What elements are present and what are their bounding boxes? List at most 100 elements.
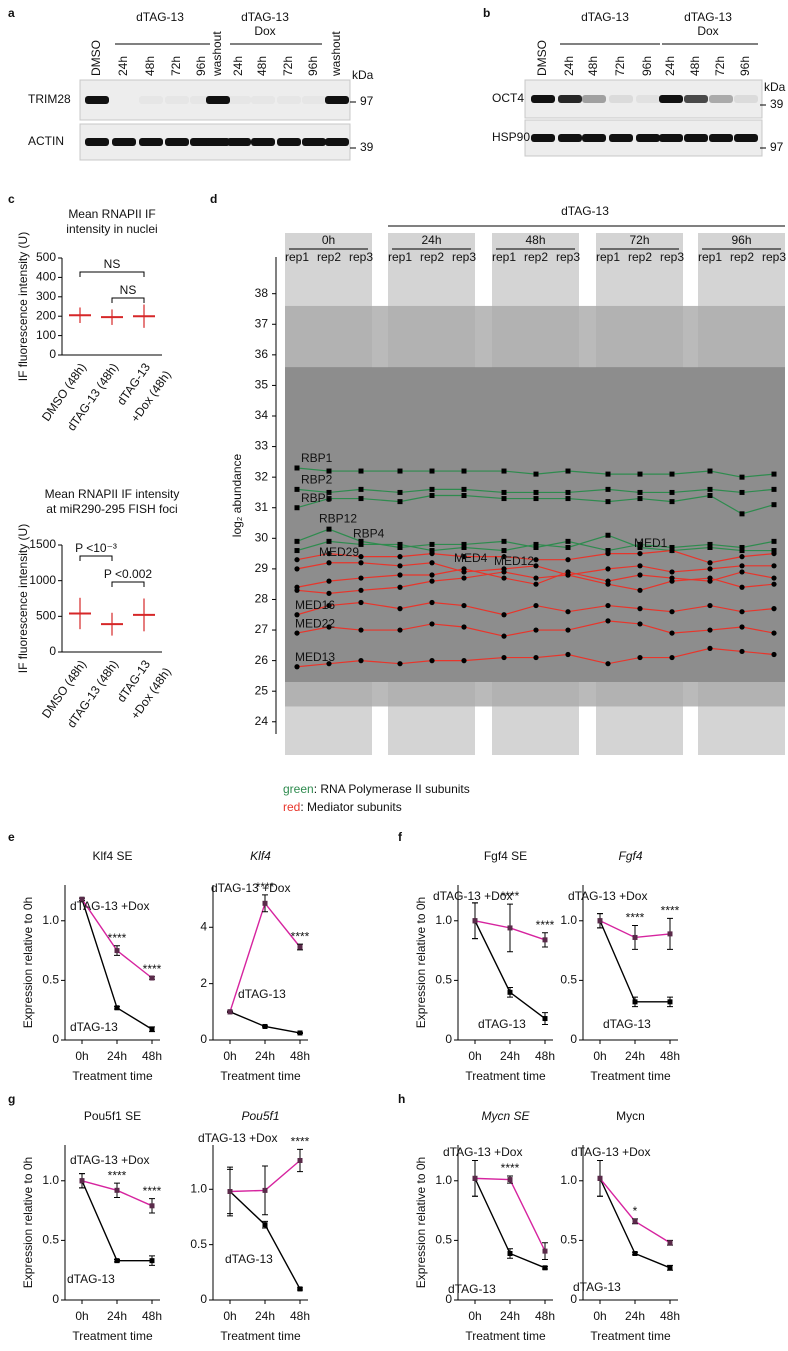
series-label: dTAG-13 bbox=[603, 1017, 651, 1031]
point bbox=[707, 627, 713, 633]
point bbox=[739, 474, 745, 480]
x-tick-label: 24h bbox=[255, 1309, 275, 1323]
point bbox=[397, 544, 403, 550]
significance: **** bbox=[143, 1184, 162, 1198]
point bbox=[326, 560, 332, 566]
x-tick-label: 48h bbox=[290, 1049, 310, 1063]
band bbox=[277, 96, 301, 104]
point bbox=[507, 989, 513, 995]
rep-label: rep3 bbox=[556, 250, 580, 264]
point bbox=[294, 566, 300, 572]
rep-label: rep3 bbox=[349, 250, 373, 264]
point bbox=[669, 544, 675, 550]
point bbox=[501, 569, 507, 575]
x-tick-label: 24h bbox=[107, 1049, 127, 1063]
point bbox=[771, 630, 777, 636]
band bbox=[302, 138, 326, 146]
point bbox=[771, 651, 777, 658]
band bbox=[165, 96, 189, 104]
lane-label: 48h bbox=[688, 56, 702, 76]
y-tick-label: 0.5 bbox=[42, 1233, 59, 1247]
point bbox=[542, 937, 548, 943]
marker-label: 39 bbox=[770, 97, 784, 111]
point bbox=[605, 566, 611, 572]
lane-label: 24h bbox=[231, 56, 245, 76]
point bbox=[149, 1026, 155, 1032]
point bbox=[227, 1189, 233, 1194]
point bbox=[707, 493, 713, 498]
band bbox=[302, 96, 326, 104]
point bbox=[262, 1187, 268, 1193]
rep-label: rep3 bbox=[452, 250, 476, 264]
band bbox=[325, 96, 349, 104]
chart-title: Fgf4 SE bbox=[484, 849, 527, 863]
point bbox=[771, 581, 777, 587]
band bbox=[582, 95, 606, 103]
chart-title: Mean RNAPII IF intensity bbox=[45, 487, 180, 501]
point bbox=[542, 1265, 548, 1271]
point bbox=[326, 526, 332, 532]
x-axis-label: Treatment time bbox=[590, 1329, 671, 1343]
point bbox=[501, 633, 507, 639]
point bbox=[262, 900, 268, 906]
point bbox=[149, 1258, 155, 1264]
y-axis-label: Expression relative to 0h bbox=[21, 1157, 35, 1288]
point bbox=[461, 566, 467, 572]
band bbox=[684, 95, 708, 103]
band bbox=[734, 95, 758, 103]
band bbox=[582, 134, 606, 142]
series-label: dTAG-13 +Dox bbox=[70, 1153, 149, 1167]
y-tick-label: 32 bbox=[255, 469, 269, 483]
series-label: dTAG-13 bbox=[478, 1017, 526, 1031]
point bbox=[565, 651, 571, 658]
point bbox=[707, 486, 713, 492]
point bbox=[637, 654, 643, 661]
band bbox=[709, 134, 733, 142]
point bbox=[707, 575, 713, 581]
point bbox=[397, 541, 403, 547]
y-tick-label: 33 bbox=[255, 439, 269, 453]
significance: **** bbox=[291, 929, 310, 943]
panel-label: f bbox=[398, 830, 403, 844]
legend-entry: red: Mediator subunits bbox=[283, 800, 402, 814]
band bbox=[636, 134, 660, 142]
significance: **** bbox=[501, 1161, 520, 1175]
legend-key: green bbox=[283, 782, 314, 796]
band bbox=[558, 134, 582, 142]
lane-label: DMSO bbox=[535, 40, 549, 76]
series-label: MED22 bbox=[295, 616, 335, 630]
chart-title: Klf4 bbox=[250, 849, 271, 863]
significance: **** bbox=[256, 880, 275, 894]
point bbox=[358, 599, 364, 606]
point bbox=[472, 1175, 478, 1181]
chart-title: Pou5f1 SE bbox=[84, 1109, 141, 1123]
significance: **** bbox=[143, 962, 162, 976]
series-label: RBP1 bbox=[301, 451, 333, 465]
point bbox=[326, 602, 332, 609]
point bbox=[637, 621, 643, 627]
point bbox=[565, 489, 571, 495]
y-tick-label: 300 bbox=[36, 289, 56, 303]
y-tick-label: 0 bbox=[52, 1292, 59, 1306]
point bbox=[294, 548, 300, 554]
y-tick-label: 0.5 bbox=[42, 973, 59, 987]
point bbox=[461, 541, 467, 547]
point bbox=[429, 599, 435, 606]
point bbox=[461, 544, 467, 550]
point bbox=[429, 541, 435, 547]
point bbox=[637, 572, 643, 578]
chart-title: Mycn bbox=[616, 1109, 645, 1123]
rep-label: rep1 bbox=[698, 250, 722, 264]
series-label: MED16 bbox=[295, 598, 335, 612]
point bbox=[632, 1251, 638, 1256]
series-label: MED29 bbox=[319, 545, 359, 559]
row-label: HSP90 bbox=[492, 130, 530, 144]
series-label: MED4 bbox=[454, 551, 488, 565]
rep-label: rep2 bbox=[420, 250, 444, 264]
x-tick-label: 0h bbox=[468, 1049, 481, 1063]
point bbox=[533, 654, 539, 661]
point bbox=[533, 541, 539, 547]
point bbox=[397, 661, 403, 667]
lane-label: 24h bbox=[562, 56, 576, 76]
lane-label: washout bbox=[210, 31, 224, 77]
